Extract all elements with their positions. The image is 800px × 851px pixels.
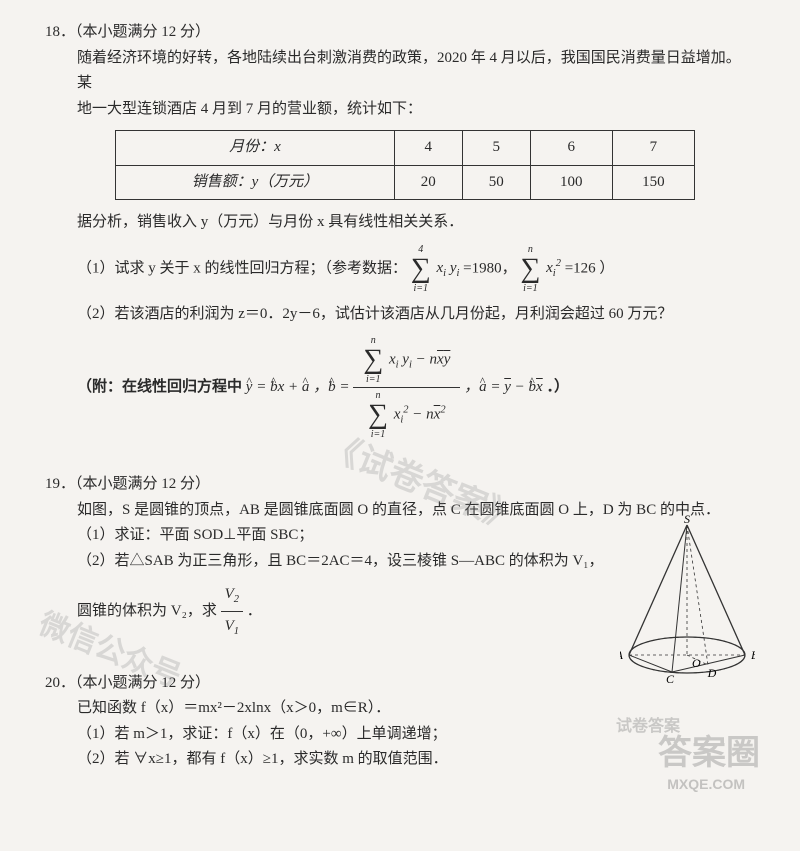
problem-18-q1: （1）试求 y 关于 x 的线性回归方程；（参考数据： 4∑i=1 xi yi … — [77, 244, 755, 294]
l3b: ． — [247, 603, 262, 619]
fraction-v2-v1: V2V1 — [221, 582, 243, 641]
problem-18-number: 18． — [45, 24, 75, 40]
sum-expr-1: 4∑i=1 xi yi — [411, 260, 463, 276]
attach-end: ．） — [546, 379, 569, 395]
table-cell: 7 — [612, 131, 694, 166]
problem-18-q2: （2）若该酒店的利润为 z＝0．2y－6，试估计该酒店从几月份起，月利润会超过 … — [77, 302, 755, 328]
problem-20: 20．（本小题满分 12 分） 已知函数 f（x）＝mx²－2xlnx（x＞0，… — [45, 671, 755, 773]
cone-label-S: S — [684, 515, 690, 526]
problem-18-table: 月份：x 4 5 6 7 销售额：y（万元） 20 50 100 150 — [115, 130, 695, 200]
table-cell: 100 — [530, 165, 612, 200]
problem-18: 18．（本小题满分 12 分） 随着经济环境的好转，各地陆续出台刺激消费的政策，… — [45, 20, 755, 442]
l3a: 圆锥的体积为 V₂，求 — [77, 603, 221, 619]
problem-20-q2: （2）若 ∀x≥1，都有 f（x）≥1，求实数 m 的取值范围． — [77, 747, 755, 773]
q1-text: （1）试求 y 关于 x 的线性回归方程；（参考数据： — [77, 260, 407, 276]
regression-formula: y = bx + a ，b = n∑i=1 xi yi − nxy n∑i=1 … — [246, 379, 547, 395]
problem-20-q1: （1）若 m＞1，求证：f（x）在（0，+∞）上单调递增； — [77, 722, 755, 748]
sum1-rhs: =1980， — [463, 260, 516, 276]
table-cell: 5 — [462, 131, 530, 166]
table-cell: 150 — [612, 165, 694, 200]
problem-20-score: （本小题满分 12 分） — [75, 675, 210, 691]
problem-20-number: 20． — [45, 675, 75, 691]
cone-label-O: O — [692, 656, 701, 670]
problem-20-l1: 已知函数 f（x）＝mx²－2xlnx（x＞0，m∈R）． — [77, 696, 755, 722]
problem-19: 19．（本小题满分 12 分） 如图，S 是圆锥的顶点，AB 是圆锥底面圆 O … — [45, 472, 755, 641]
table-cell: 20 — [394, 165, 462, 200]
problem-18-intro2: 地一大型连锁酒店 4 月到 7 月的营业额，统计如下： — [77, 97, 755, 123]
table-cell: 6 — [530, 131, 612, 166]
problem-19-score: （本小题满分 12 分） — [75, 476, 210, 492]
watermark-url: MXQE.COM — [667, 773, 745, 797]
problem-18-score: （本小题满分 12 分） — [75, 24, 210, 40]
problem-18-after-table: 据分析，销售收入 y（万元）与月份 x 具有线性相关关系． — [77, 210, 755, 236]
cone-label-B: B — [751, 648, 755, 662]
cone-label-D: D — [707, 666, 717, 680]
problem-18-intro1: 随着经济环境的好转，各地陆续出台刺激消费的政策，2020 年 4 月以后，我国国… — [77, 46, 755, 97]
table-cell: 50 — [462, 165, 530, 200]
cone-label-A: A — [620, 648, 624, 662]
cone-label-C: C — [666, 672, 675, 685]
problem-18-attach: （附：在线性回归方程中 y = bx + a ，b = n∑i=1 xi yi … — [77, 333, 755, 442]
sum2-rhs: =126 ） — [565, 260, 615, 276]
sum-expr-2: n∑i=1 xi2 — [520, 260, 564, 276]
table-header-sales: 销售额：y（万元） — [116, 165, 395, 200]
cone-figure: S A B C D O — [620, 515, 755, 685]
table-header-month: 月份：x — [116, 131, 395, 166]
problem-19-number: 19． — [45, 476, 75, 492]
attach-label: （附：在线性回归方程中 — [77, 379, 246, 395]
table-cell: 4 — [394, 131, 462, 166]
